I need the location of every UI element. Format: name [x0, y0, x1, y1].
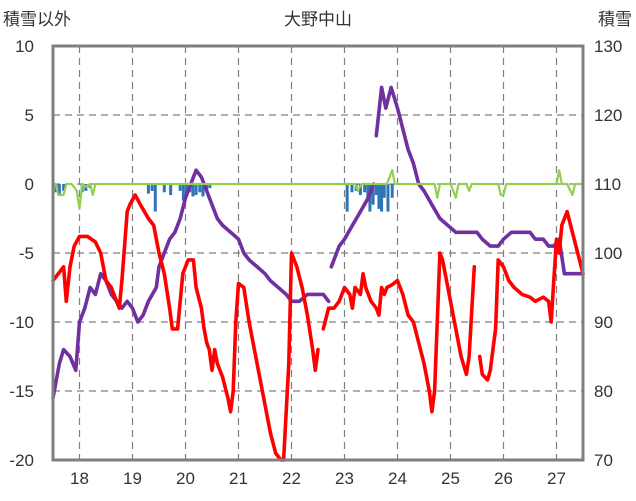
right-tick-label: 120	[594, 106, 622, 125]
series-lines	[51, 85, 585, 462]
precip-bar	[150, 184, 154, 191]
precip-bar	[208, 184, 212, 189]
precip-bar	[363, 184, 367, 193]
precip-bar	[371, 184, 375, 205]
chart-title: 大野中山	[284, 10, 352, 30]
x-tick-label: 18	[70, 469, 89, 488]
precip-bar	[153, 184, 157, 212]
precip-bar	[62, 184, 66, 191]
precip-bar	[178, 184, 182, 191]
precip-bar	[201, 184, 205, 197]
right-tick-label: 130	[594, 37, 622, 56]
series-line-1	[477, 209, 585, 382]
left-tick-label: 10	[15, 37, 34, 56]
plot-frame	[51, 44, 585, 462]
precip-bar	[345, 184, 349, 212]
precip-bar	[146, 184, 150, 194]
left-tick-label: -10	[9, 313, 34, 332]
precip-bar	[390, 184, 394, 198]
left-tick-label: 5	[25, 106, 34, 125]
series-line-0	[51, 168, 331, 400]
x-tick-label: 24	[388, 469, 407, 488]
left-tick-label: -5	[19, 244, 34, 263]
series-line-0	[374, 85, 585, 276]
x-tick-label: 23	[335, 469, 354, 488]
right-tick-label: 90	[594, 313, 613, 332]
precip-bar	[194, 184, 198, 196]
series-line-1	[321, 251, 477, 414]
right-axis-label: 積雪	[598, 10, 632, 30]
series-line-2	[51, 169, 585, 210]
x-tick-label: 25	[441, 469, 460, 488]
right-tick-label: 70	[594, 451, 613, 470]
x-tick-label: 27	[547, 469, 566, 488]
precip-bar	[382, 184, 386, 198]
right-tick-label: 80	[594, 382, 613, 401]
precip-bar	[57, 184, 61, 196]
precip-bar	[181, 184, 185, 201]
precip-bar	[358, 184, 362, 196]
x-tick-label: 19	[123, 469, 142, 488]
x-tick-label: 26	[494, 469, 513, 488]
precip-bar	[374, 184, 378, 196]
series-line-1	[51, 193, 320, 462]
precip-bar	[386, 184, 390, 212]
precip-bar	[185, 184, 189, 196]
right-tick-label: 100	[594, 244, 622, 263]
left-tick-label: -20	[9, 451, 34, 470]
right-tick-label: 110	[594, 175, 621, 194]
left-tick-label: -15	[9, 382, 34, 401]
left-tick-label: 0	[25, 175, 34, 194]
x-tick-label: 21	[229, 469, 248, 488]
precip-bar	[377, 184, 381, 209]
precip-bar	[380, 184, 384, 212]
precip-bars	[54, 184, 394, 212]
series-line-0	[329, 182, 376, 269]
precip-bar	[198, 184, 202, 193]
precip-bar	[191, 184, 195, 197]
precip-bar	[366, 184, 370, 201]
tick-labels: 10 5 0 -5 -10 -15 -20 130 120 110 100 90 80 70 18 19 20 2…	[9, 37, 622, 488]
precip-bar	[350, 184, 354, 193]
precip-bar	[169, 184, 173, 196]
precip-bar	[162, 184, 166, 193]
x-tick-label: 20	[176, 469, 195, 488]
left-axis-label: 積雪以外	[3, 10, 71, 30]
x-tick-label: 22	[282, 469, 301, 488]
